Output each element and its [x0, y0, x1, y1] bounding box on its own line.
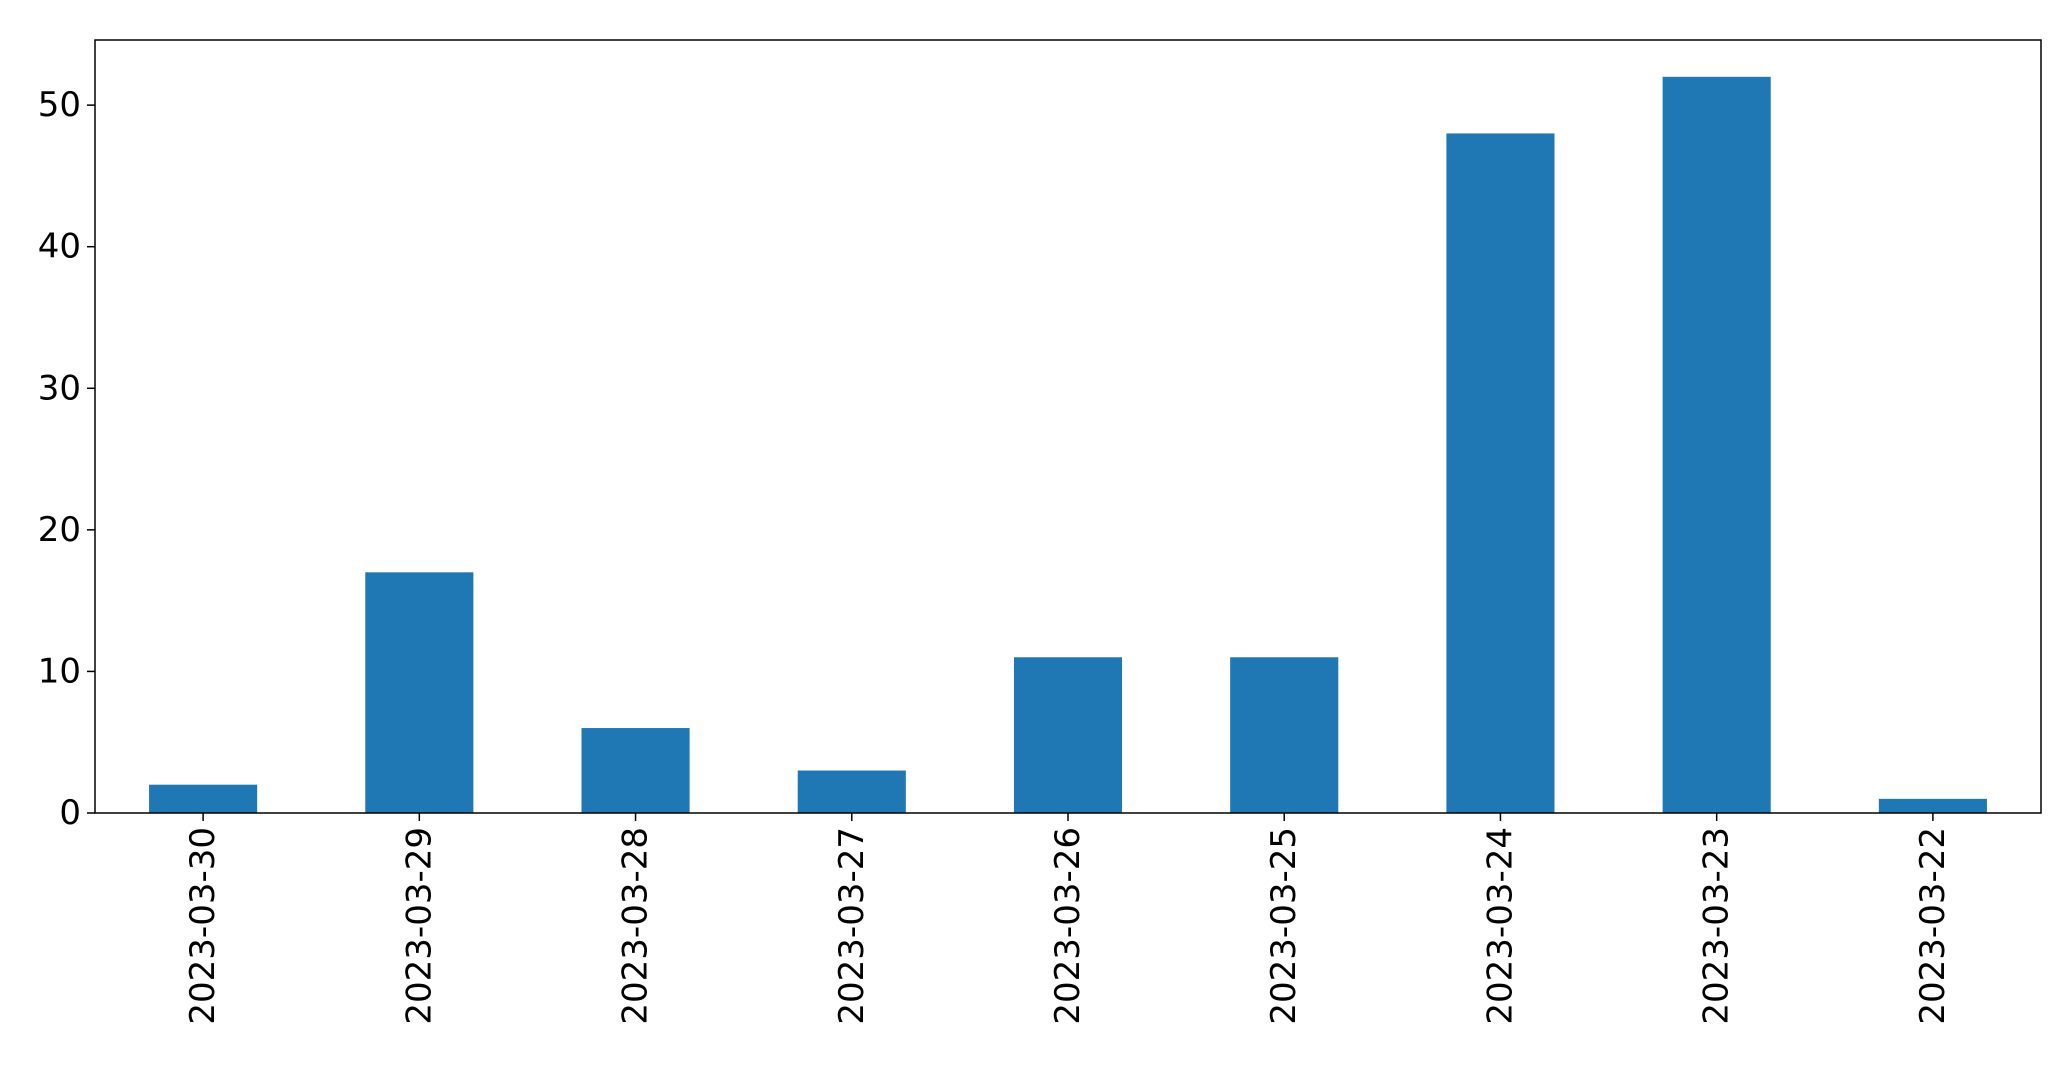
- bar-2023-03-23: [1662, 76, 1771, 814]
- bar-2023-03-27: [797, 770, 906, 813]
- bar-2023-03-25: [1230, 657, 1339, 813]
- y-tick-label: 50: [38, 85, 81, 125]
- bar-2023-03-26: [1013, 657, 1123, 813]
- x-tick-label: 2023-03-25: [1264, 827, 1304, 1025]
- bar-2023-03-22: [1878, 798, 1987, 813]
- bar-2023-03-29: [365, 572, 474, 813]
- x-tick-label: 2023-03-23: [1697, 827, 1737, 1025]
- y-tick-label: 10: [38, 651, 81, 691]
- bar-2023-03-30: [149, 784, 258, 813]
- bar-2023-03-28: [581, 728, 690, 813]
- x-tick-label: 2023-03-29: [399, 827, 439, 1025]
- y-tick-label: 30: [38, 368, 81, 408]
- bars-layer: [149, 76, 1987, 814]
- y-tick-label: 20: [38, 510, 81, 550]
- y-axis: 0 10 20 30 40 50: [38, 85, 95, 833]
- bar-2023-03-24: [1446, 133, 1555, 813]
- x-tick-label: 2023-03-30: [183, 827, 223, 1025]
- y-tick-label: 40: [38, 227, 81, 267]
- plot-frame: [94, 39, 2042, 814]
- y-tick-label: 0: [59, 793, 81, 833]
- x-tick-label: 2023-03-28: [616, 827, 656, 1025]
- x-tick-label: 2023-03-26: [1048, 827, 1088, 1025]
- x-axis: 2023-03-30 2023-03-29 2023-03-28 2023-03-27…: [183, 813, 1953, 1025]
- x-tick-label: 2023-03-22: [1913, 827, 1953, 1025]
- x-tick-label: 2023-03-24: [1480, 827, 1520, 1025]
- x-tick-label: 2023-03-27: [832, 827, 872, 1025]
